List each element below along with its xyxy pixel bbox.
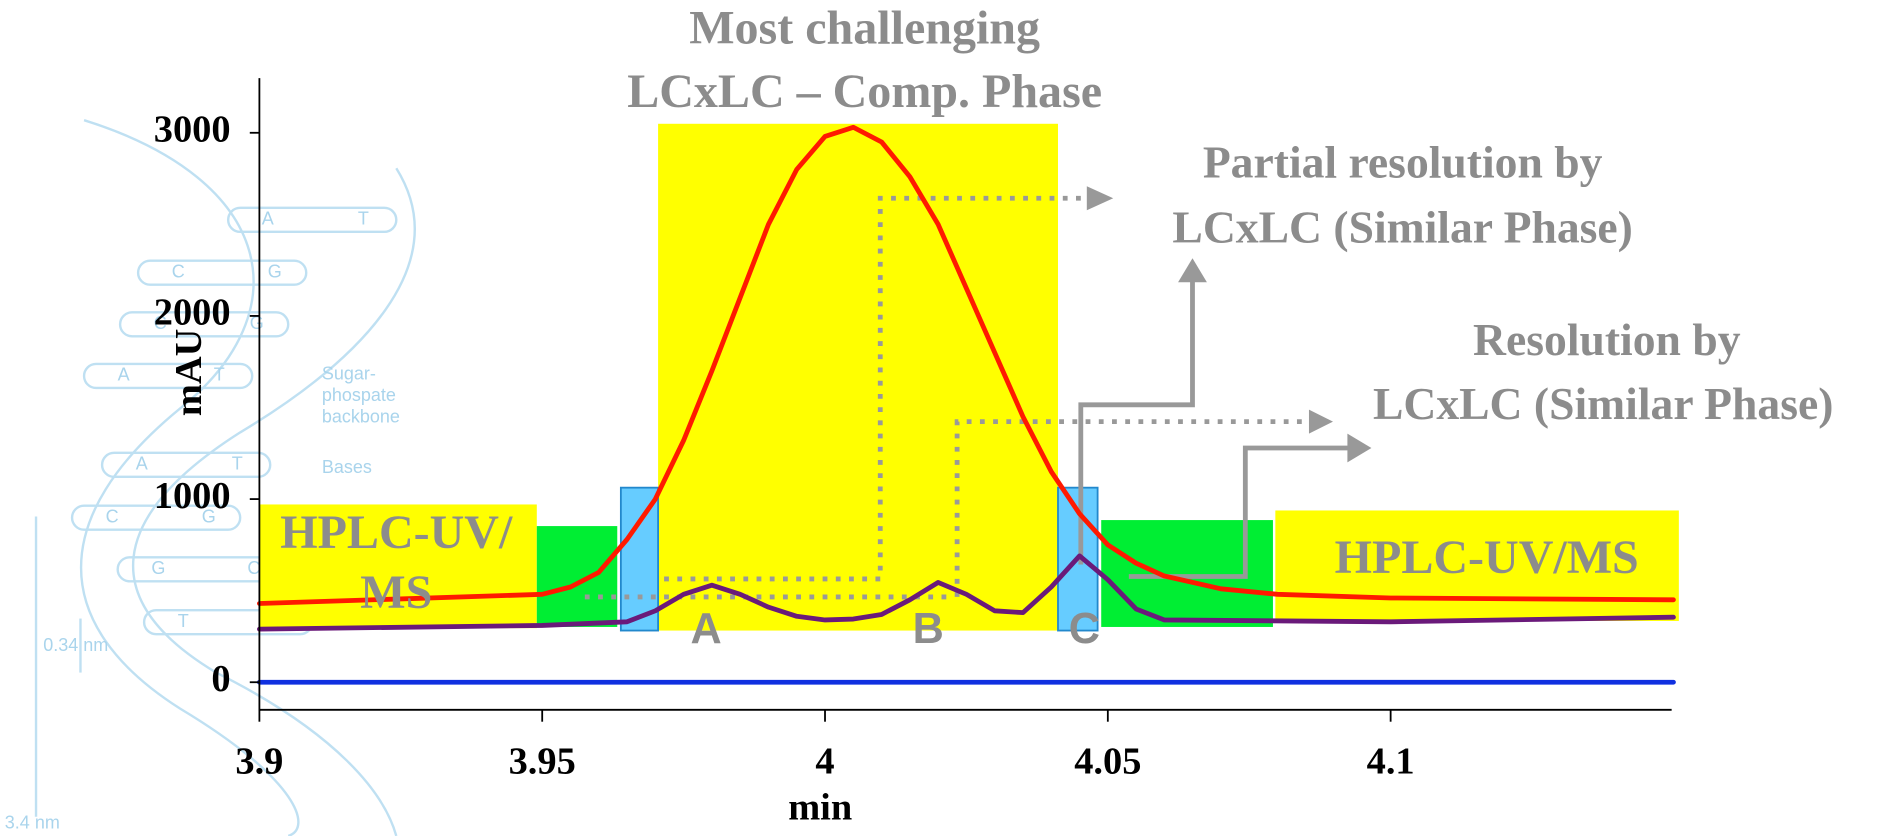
base-letter: T xyxy=(358,209,369,229)
arrow xyxy=(1128,445,1352,579)
base-letter: G xyxy=(250,313,264,333)
y-axis-label: mAU xyxy=(168,329,210,416)
arrow-head xyxy=(1308,409,1333,434)
annotation: Resolution by xyxy=(1473,314,1741,365)
arrow-head xyxy=(1178,258,1207,283)
peak-label: A xyxy=(691,605,722,653)
base-pair xyxy=(226,206,398,234)
base-letter: C xyxy=(106,506,119,526)
bases-label: Bases xyxy=(322,457,372,477)
arrow-head xyxy=(1347,433,1372,463)
x-tick-label: 3.95 xyxy=(509,741,576,783)
base-letter: G xyxy=(268,261,282,281)
arrow xyxy=(1078,278,1195,565)
highlight-box xyxy=(259,504,537,629)
base-letter: A xyxy=(262,209,274,229)
base-letter: T xyxy=(214,365,225,385)
backbone-label: phospate xyxy=(322,385,396,405)
arrow-head xyxy=(1086,186,1114,211)
highlight-box xyxy=(619,486,659,632)
y-tick-label: 0 xyxy=(211,658,230,700)
x-tick-label: 3.9 xyxy=(235,741,283,783)
peak-label: B xyxy=(913,605,944,653)
x-tick-label: 4.05 xyxy=(1074,741,1141,783)
base-letter: T xyxy=(178,611,189,631)
y-tick-label: 2000 xyxy=(154,292,231,334)
base-letter: G xyxy=(202,506,216,526)
data-line xyxy=(256,124,1676,606)
base-letter: A xyxy=(136,454,148,474)
base-letter: A xyxy=(118,365,130,385)
base-pair xyxy=(70,504,242,531)
base-pair xyxy=(118,311,290,338)
helix-strand xyxy=(80,119,300,836)
base-letter: C xyxy=(172,261,185,281)
annotation: LCxLC (Similar Phase) xyxy=(1172,201,1632,252)
title: LCxLC – Comp. Phase xyxy=(627,65,1102,118)
highlight-box xyxy=(1275,510,1679,621)
base-pair xyxy=(136,259,308,286)
base-letter: C xyxy=(154,313,167,333)
x-tick-label: 4.1 xyxy=(1367,741,1415,783)
backbone-label: Sugar- xyxy=(322,364,376,384)
spacing-label: 0.34 nm xyxy=(43,635,108,655)
base-pair xyxy=(100,451,272,479)
x-axis-label: min xyxy=(788,787,852,829)
annotation: MS xyxy=(360,566,432,619)
annotation: HPLC-UV/MS xyxy=(1335,531,1639,584)
peak-label: C xyxy=(1069,605,1100,653)
plot-area xyxy=(256,124,1676,685)
base-letter: G xyxy=(151,558,165,578)
dotted-guide xyxy=(584,195,1309,600)
annotation: LCxLC (Similar Phase) xyxy=(1373,378,1833,429)
highlight-box xyxy=(536,526,618,627)
annotation: HPLC-UV/ xyxy=(280,506,513,559)
backbone-label: backbone xyxy=(322,407,400,427)
title: Most challenging xyxy=(689,2,1040,55)
y-tick-label: 3000 xyxy=(154,109,231,151)
base-letter: C xyxy=(247,558,260,578)
spacing-label: 3.4 nm xyxy=(5,813,60,833)
x-tick-label: 4 xyxy=(815,741,834,783)
base-pair xyxy=(82,362,254,390)
helix-strand xyxy=(131,167,416,836)
dna-background: Sugar- phospate backbone Bases 0.34 nm 3… xyxy=(5,119,416,836)
base-letter: T xyxy=(232,454,243,474)
data-line xyxy=(256,553,1676,632)
highlight-box xyxy=(658,123,1058,631)
annotation: Partial resolution by xyxy=(1203,136,1603,187)
y-tick-label: 1000 xyxy=(154,475,231,517)
